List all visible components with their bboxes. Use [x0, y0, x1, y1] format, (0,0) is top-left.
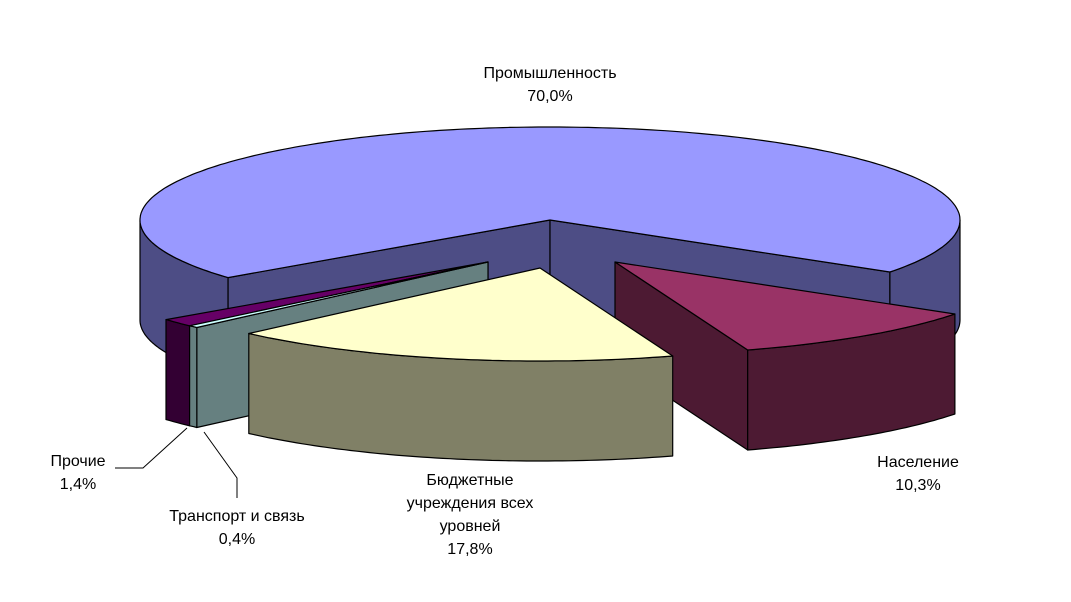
label-transport-value: 0,4% [218, 531, 256, 548]
label-budget-line1: Бюджетные [426, 472, 514, 489]
slice-industry-top [139, 126, 961, 279]
leader-line-transport [203, 431, 238, 498]
label-population-name: Население [877, 454, 959, 471]
leader-line-other [115, 427, 188, 469]
label-budget: Бюджетные учреждения всех уровней 17,8% [407, 469, 534, 561]
label-population: Население 10,3% [877, 451, 959, 497]
label-budget-value: 17,8% [447, 541, 493, 558]
label-industry-name: Промышленность [483, 65, 617, 82]
slice-population-top [614, 261, 956, 351]
label-industry: Промышленность 70,0% [483, 62, 616, 108]
label-budget-line3: уровней [439, 518, 501, 535]
label-transport: Транспорт и связь 0,4% [169, 505, 304, 551]
slice-other-top [165, 261, 489, 327]
label-other-name: Прочие [50, 453, 106, 470]
slice-budget-top [248, 267, 674, 362]
label-other-value: 1,4% [59, 476, 97, 493]
label-industry-value: 70,0% [527, 88, 573, 105]
label-other: Прочие 1,4% [50, 450, 105, 496]
label-transport-name: Транспорт и связь [169, 508, 305, 525]
label-population-value: 10,3% [895, 477, 941, 494]
label-budget-line2: учреждения всех [406, 495, 534, 512]
slice-transport-top [189, 261, 489, 329]
